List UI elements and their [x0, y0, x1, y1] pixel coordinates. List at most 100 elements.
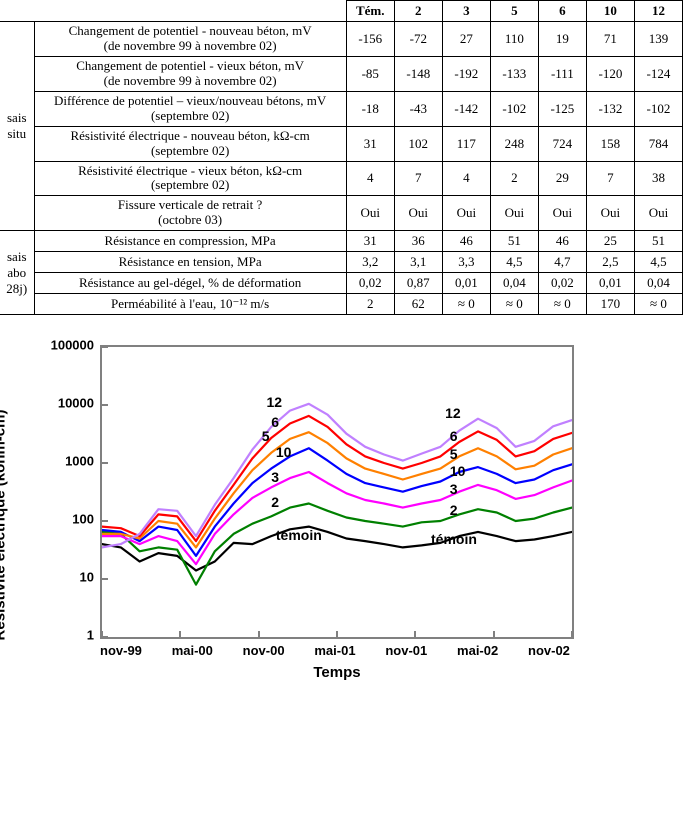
table-cell: 7: [394, 161, 442, 196]
chart-plot-area: 12651032témoin12651032témoin: [100, 345, 574, 639]
table-cell: 51: [634, 231, 682, 252]
table-cell: -102: [634, 91, 682, 126]
table-cell: Oui: [394, 196, 442, 231]
table-cell: -43: [394, 91, 442, 126]
table-cell: 0,87: [394, 273, 442, 294]
row-label: Résistance au gel-dégel, % de déformatio…: [34, 273, 346, 294]
y-tick-label: 1: [87, 628, 94, 643]
y-tick-label: 10: [80, 570, 94, 585]
col-header: Tém.: [346, 1, 394, 22]
x-tick-label: nov-00: [243, 643, 285, 658]
col-header: 12: [634, 1, 682, 22]
table-cell: 2: [346, 294, 394, 315]
table-cell: 0,02: [538, 273, 586, 294]
series-label: 12: [445, 405, 461, 421]
series-label: 3: [271, 469, 279, 485]
table-cell: 71: [586, 22, 634, 57]
table-cell: -124: [634, 56, 682, 91]
table-cell: ≈ 0: [490, 294, 538, 315]
table-cell: -120: [586, 56, 634, 91]
y-axis-label: Résistivité électrique (kohm-cm): [0, 410, 9, 641]
table-cell: 0,02: [346, 273, 394, 294]
table-cell: 25: [586, 231, 634, 252]
table-cell: 4: [346, 161, 394, 196]
y-tick-label: 10000: [58, 396, 94, 411]
table-corner2: [34, 1, 346, 22]
table-cell: ≈ 0: [538, 294, 586, 315]
table-cell: -132: [586, 91, 634, 126]
table-cell: -133: [490, 56, 538, 91]
table-cell: 0,01: [586, 273, 634, 294]
table-cell: 139: [634, 22, 682, 57]
x-axis-label: Temps: [100, 664, 574, 681]
table-cell: 7: [586, 161, 634, 196]
col-header: 10: [586, 1, 634, 22]
table-cell: 724: [538, 126, 586, 161]
table-cell: 2: [490, 161, 538, 196]
y-tick-label: 1000: [65, 454, 94, 469]
table-cell: 19: [538, 22, 586, 57]
row-label: Perméabilité à l'eau, 10⁻¹² m/s: [34, 294, 346, 315]
series-label: 6: [450, 428, 458, 444]
y-tick-label: 100000: [51, 338, 94, 353]
table-cell: Oui: [634, 196, 682, 231]
table-cell: 46: [538, 231, 586, 252]
table-cell: -192: [442, 56, 490, 91]
table-cell: 4,7: [538, 252, 586, 273]
table-cell: 170: [586, 294, 634, 315]
table-cell: 27: [442, 22, 490, 57]
table-cell: 2,5: [586, 252, 634, 273]
x-axis-ticks: nov-99 mai-00 nov-00 mai-01 nov-01 mai-02 nov-…: [100, 639, 570, 658]
series-label: 6: [271, 414, 279, 430]
table-cell: 117: [442, 126, 490, 161]
x-tick-label: nov-02: [528, 643, 570, 658]
series-label: 12: [267, 394, 283, 410]
row-label: Résistivité électrique - nouveau béton, …: [34, 126, 346, 161]
table-cell: -102: [490, 91, 538, 126]
row-label: Fissure verticale de retrait ?(octobre 0…: [34, 196, 346, 231]
table-cell: Oui: [490, 196, 538, 231]
row-label: Résistance en compression, MPa: [34, 231, 346, 252]
col-header: 2: [394, 1, 442, 22]
series-label: 2: [450, 502, 458, 518]
table-cell: 0,04: [490, 273, 538, 294]
table-cell: -72: [394, 22, 442, 57]
table-cell: ≈ 0: [634, 294, 682, 315]
table-cell: 3,2: [346, 252, 394, 273]
table-cell: -125: [538, 91, 586, 126]
x-tick-label: mai-01: [314, 643, 355, 658]
table-cell: Oui: [538, 196, 586, 231]
series-label: 3: [450, 481, 458, 497]
table-cell: 3,1: [394, 252, 442, 273]
table-cell: Oui: [586, 196, 634, 231]
table-cell: 51: [490, 231, 538, 252]
col-header: 5: [490, 1, 538, 22]
series-label: 5: [450, 446, 458, 462]
table-cell: 31: [346, 126, 394, 161]
row-label: Changement de potentiel - nouveau béton,…: [34, 22, 346, 57]
table-cell: 0,01: [442, 273, 490, 294]
x-tick-label: nov-01: [385, 643, 427, 658]
table-cell: -18: [346, 91, 394, 126]
table-cell: 110: [490, 22, 538, 57]
x-tick-label: nov-99: [100, 643, 142, 658]
table-cell: Oui: [346, 196, 394, 231]
table-cell: 4: [442, 161, 490, 196]
col-header: 6: [538, 1, 586, 22]
row-label: Résistivité électrique - vieux béton, kΩ…: [34, 161, 346, 196]
table-cell: Oui: [442, 196, 490, 231]
table-cell: 0,04: [634, 273, 682, 294]
y-tick-label: 100: [72, 512, 94, 527]
table-cell: -148: [394, 56, 442, 91]
x-tick-label: mai-02: [457, 643, 498, 658]
series-label: 10: [276, 444, 292, 460]
results-table: Tém.23561012saissituChangement de potent…: [0, 0, 683, 315]
table-cell: 3,3: [442, 252, 490, 273]
row-group-label: saissitu: [0, 22, 34, 231]
table-cell: 36: [394, 231, 442, 252]
table-cell: 248: [490, 126, 538, 161]
table-cell: 102: [394, 126, 442, 161]
table-cell: 784: [634, 126, 682, 161]
table-cell: 62: [394, 294, 442, 315]
x-tick-label: mai-00: [172, 643, 213, 658]
